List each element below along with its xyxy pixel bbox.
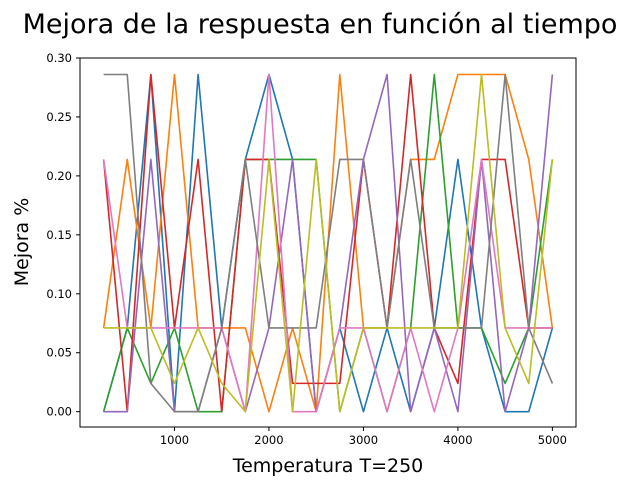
x-tick-label: 3000 xyxy=(349,433,378,447)
x-tick-label: 1000 xyxy=(160,433,189,447)
y-tick-label: 0.30 xyxy=(46,51,72,65)
y-tick-label: 0.05 xyxy=(46,346,72,360)
plot-frame xyxy=(79,57,577,428)
x-tick-label: 5000 xyxy=(538,433,567,447)
y-tick-label: 0.25 xyxy=(46,110,72,124)
x-axis-ticks: 1000 2000 3000 4000 5000 xyxy=(160,427,567,447)
y-tick-label: 0.20 xyxy=(46,169,72,183)
y-tick-label: 0.15 xyxy=(46,228,72,242)
x-tick-label: 4000 xyxy=(443,433,472,447)
x-axis-label: Temperatura T=250 xyxy=(232,455,424,477)
series-line-6 xyxy=(102,73,553,413)
series-line-7 xyxy=(103,73,554,413)
series-line-8 xyxy=(103,73,554,413)
plot-lines xyxy=(102,73,554,413)
x-tick-label: 2000 xyxy=(254,433,283,447)
y-tick-label: 0.00 xyxy=(46,405,72,419)
y-axis-ticks: 0.00 0.05 0.10 0.15 0.20 0.25 0.30 xyxy=(46,51,80,419)
y-axis-label: Mejora % xyxy=(11,198,33,287)
chart-title: Mejora de la respuesta en función al tie… xyxy=(23,9,618,40)
y-tick-label: 0.10 xyxy=(46,287,72,301)
